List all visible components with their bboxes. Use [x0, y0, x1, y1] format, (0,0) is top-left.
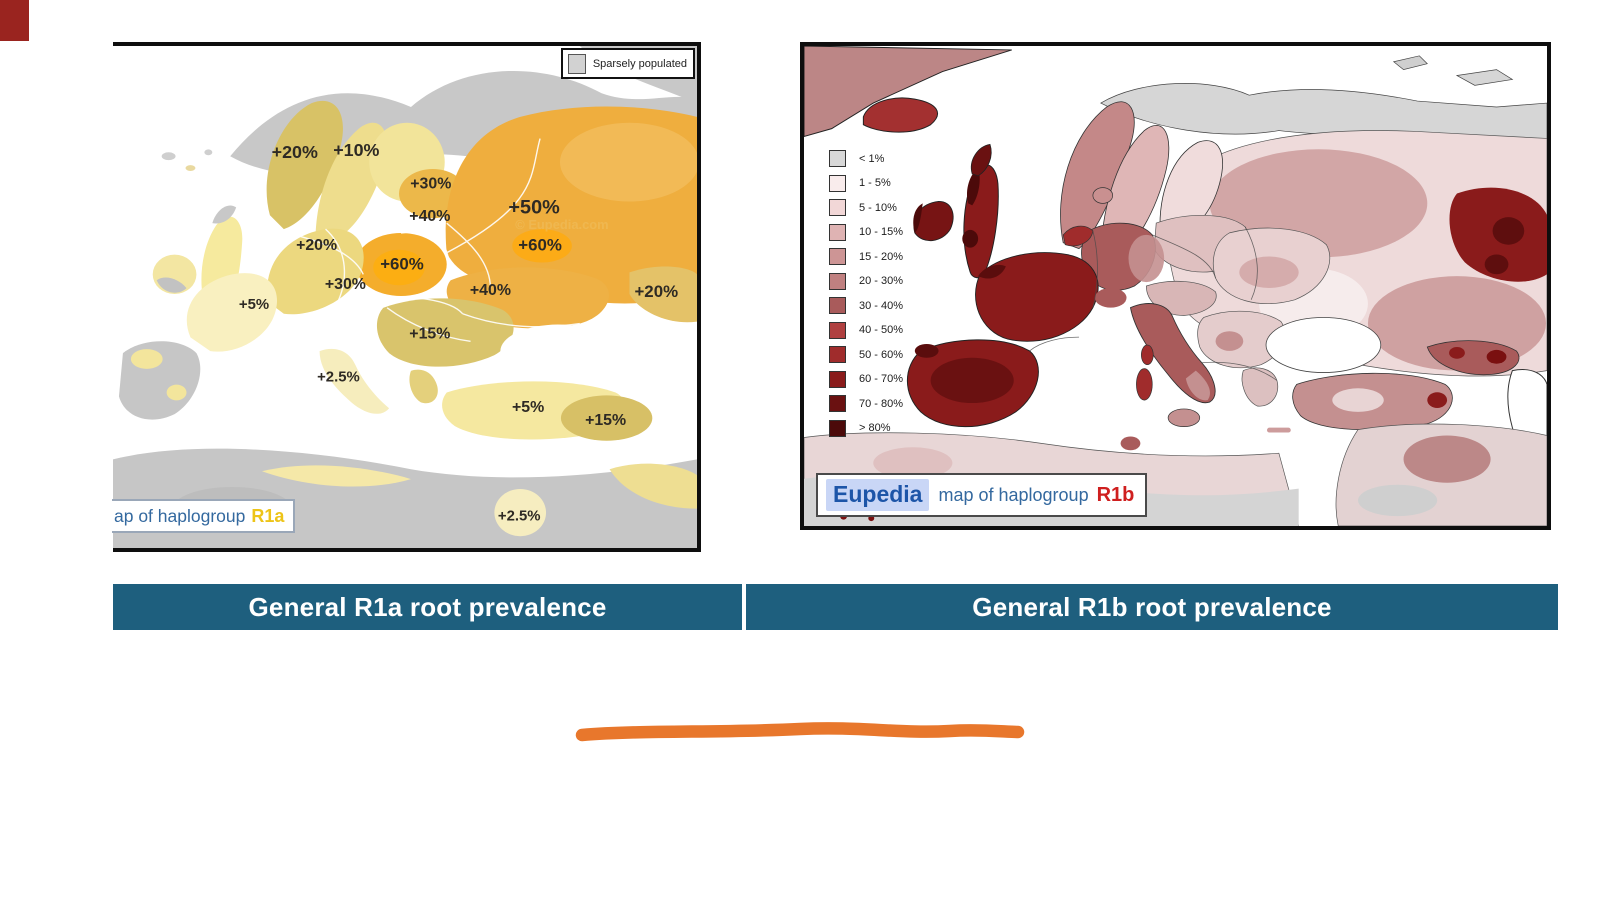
- caption-divider: [742, 584, 746, 630]
- r1a-map-image: © Eupedia.com +20% +10% +30% +40% +50% +…: [113, 46, 697, 548]
- legend-row: 50 - 60%: [829, 346, 903, 363]
- prevalence-label: +5%: [239, 297, 269, 313]
- r1a-map-panel: © Eupedia.com +20% +10% +30% +40% +50% +…: [112, 42, 701, 552]
- legend-row: 5 - 10%: [829, 199, 903, 216]
- legend-swatch: [829, 370, 846, 388]
- legend-label: 70 - 80%: [859, 397, 904, 410]
- legend-label: < 1%: [859, 152, 885, 165]
- prevalence-label: +20%: [272, 142, 318, 162]
- prevalence-label: +60%: [518, 236, 562, 255]
- r1b-map-panel: < 1% 1 - 5% 5 - 10% 10 - 15% 15 - 20% 20…: [800, 42, 1551, 530]
- r1a-caption-box: ap of haplogroup R1a: [112, 499, 296, 533]
- prevalence-label: +2.5%: [317, 370, 360, 386]
- legend-label: 20 - 30%: [859, 275, 904, 287]
- prevalence-label: +10%: [333, 140, 379, 160]
- orange-marker-stroke: [575, 722, 1025, 742]
- r1b-caption-highlight: R1b: [1096, 483, 1135, 506]
- legend-label: > 80%: [859, 422, 891, 434]
- r1a-caption-highlight: R1a: [251, 505, 285, 526]
- r1b-map-image: [804, 46, 1547, 526]
- eupedia-logo: Eupedia: [826, 479, 930, 511]
- legend-label: 60 - 70%: [859, 373, 904, 385]
- legend-swatch: [829, 346, 846, 363]
- prevalence-label: +15%: [409, 325, 450, 342]
- prevalence-label: +20%: [634, 282, 678, 301]
- red-square-decoration: [0, 0, 29, 41]
- legend-label: 5 - 10%: [859, 201, 897, 214]
- sparsely-populated-legend: Sparsely populated: [560, 48, 695, 79]
- legend-swatch: [829, 395, 846, 412]
- prevalence-label: +15%: [585, 412, 626, 429]
- legend-row: 60 - 70%: [829, 370, 904, 388]
- legend-row: 40 - 50%: [829, 321, 904, 339]
- prevalence-label: +20%: [296, 237, 337, 254]
- r1a-caption-text: ap of haplogroup: [114, 505, 246, 526]
- prevalence-label: +40%: [470, 282, 511, 299]
- prevalence-label: +2.5%: [498, 508, 541, 524]
- legend-swatch: [829, 223, 846, 241]
- r1b-caption-text: map of haplogroup: [938, 484, 1089, 505]
- legend-row: > 80%: [829, 419, 903, 437]
- prevalence-label: +5%: [512, 399, 544, 416]
- legend-label: 30 - 40%: [859, 299, 904, 312]
- legend-row: 70 - 80%: [829, 395, 903, 412]
- legend-row: 30 - 40%: [829, 297, 903, 314]
- r1b-caption-cell: General R1b root prevalence: [972, 591, 1332, 622]
- orange-marker-line: [575, 722, 1025, 742]
- legend-row: 15 - 20%: [829, 248, 903, 265]
- prevalence-label: +30%: [410, 176, 451, 193]
- legend-swatch: [829, 150, 846, 167]
- legend-swatch: [829, 248, 846, 265]
- legend-row: < 1%: [829, 150, 903, 167]
- legend-row: 10 - 15%: [829, 223, 904, 241]
- legend-swatch: [829, 272, 846, 290]
- r1b-caption-box: Eupedia map of haplogroup R1b: [816, 473, 1148, 517]
- prevalence-label: +50%: [508, 196, 560, 218]
- sparsely-populated-label: Sparsely populated: [592, 57, 687, 70]
- prevalence-label: +30%: [325, 276, 366, 293]
- legend-label: 1 - 5%: [859, 177, 891, 189]
- legend-label: 40 - 50%: [859, 324, 904, 336]
- legend-swatch: [829, 199, 846, 216]
- legend-swatch: [829, 419, 846, 437]
- r1a-caption-cell: General R1a root prevalence: [248, 591, 607, 622]
- eupedia-watermark: © Eupedia.com: [515, 217, 608, 232]
- legend-row: 1 - 5%: [829, 174, 903, 192]
- caption-bar: General R1a root prevalence General R1b …: [113, 584, 1558, 630]
- prevalence-label: +40%: [409, 208, 450, 225]
- sparsely-populated-swatch: [567, 53, 586, 74]
- legend-swatch: [829, 174, 846, 192]
- legend-row: 20 - 30%: [829, 272, 904, 290]
- legend-label: 15 - 20%: [859, 250, 904, 263]
- legend-label: 50 - 60%: [859, 348, 904, 361]
- prevalence-label: +60%: [380, 255, 424, 274]
- legend-label: 10 - 15%: [859, 226, 904, 238]
- legend-swatch: [829, 321, 846, 339]
- legend-swatch: [829, 297, 846, 314]
- r1b-legend: < 1% 1 - 5% 5 - 10% 10 - 15% 15 - 20% 20…: [829, 150, 903, 437]
